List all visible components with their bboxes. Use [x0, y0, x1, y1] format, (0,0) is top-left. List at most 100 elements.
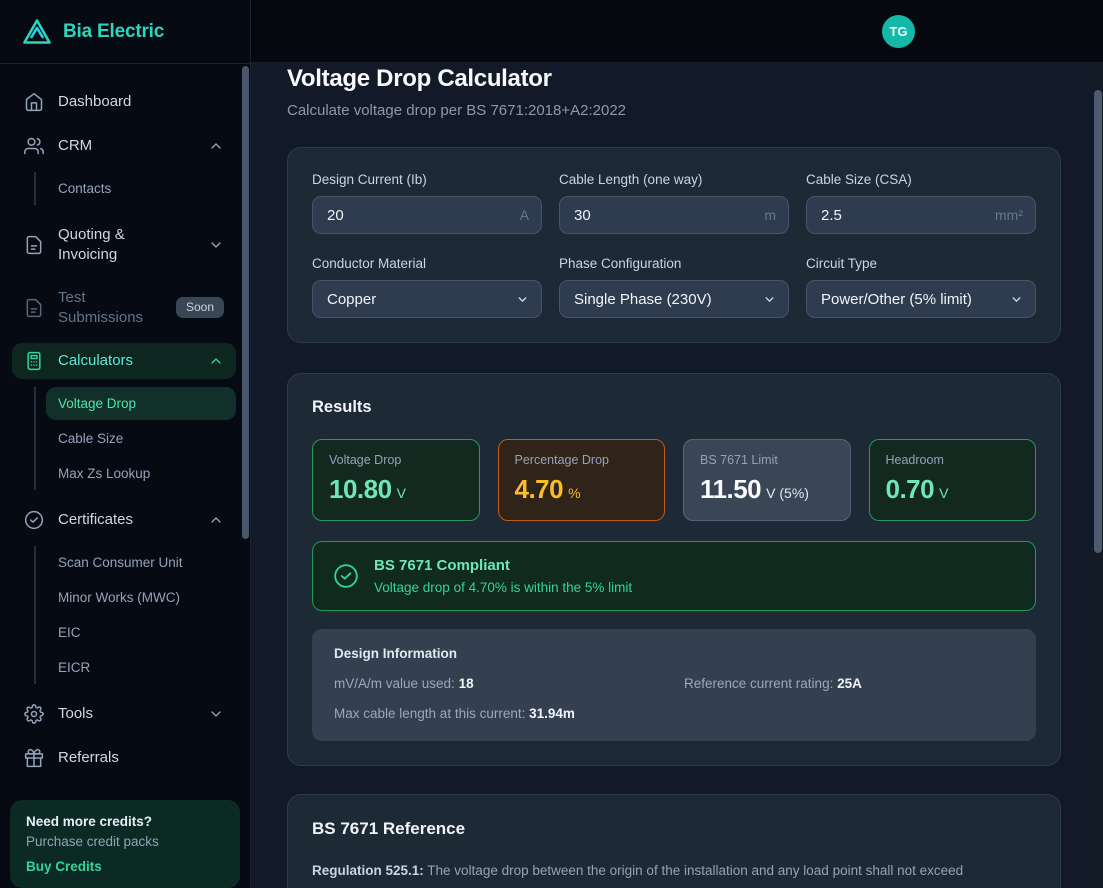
cable-size-input[interactable] [806, 196, 1036, 234]
stat-label: Percentage Drop [514, 453, 610, 467]
calculator-icon [24, 351, 44, 371]
buy-credits-link[interactable]: Buy Credits [26, 859, 102, 874]
compliance-banner: BS 7671 Compliant Voltage drop of 4.70% … [312, 541, 1036, 611]
regulation-label: Regulation 525.1: [312, 863, 424, 878]
chevron-up-icon [208, 512, 224, 528]
sidebar-item-certificates[interactable]: Certificates [12, 502, 236, 538]
document-icon [24, 298, 44, 318]
design-info-row: Max cable length at this current: 31.94m [334, 706, 575, 721]
calculators-subnav: Voltage Drop Cable Size Max Zs Lookup [34, 387, 236, 490]
sidebar-item-max-zs-lookup[interactable]: Max Zs Lookup [58, 466, 151, 481]
reference-title: BS 7671 Reference [312, 819, 466, 838]
chevron-down-icon [516, 293, 529, 306]
design-info-title: Design Information [334, 646, 458, 661]
bs7671-reference-card: BS 7671 Reference Regulation 525.1: The … [287, 794, 1061, 888]
sidebar-item-voltage-drop[interactable]: Voltage Drop [46, 387, 236, 420]
stat-value: 4.70 [514, 474, 564, 504]
chevron-down-icon [208, 237, 224, 253]
design-info-row: Reference current rating: 25A [684, 676, 862, 691]
cable-size-field-group: Cable Size (CSA) mm² [806, 172, 1036, 234]
stat-unit: V (5%) [766, 485, 809, 501]
phase-configuration-select[interactable]: Single Phase (230V) [559, 280, 789, 318]
design-info-value: 31.94m [529, 706, 575, 721]
sidebar-item-tools[interactable]: Tools [12, 696, 236, 732]
sidebar-item-dashboard[interactable]: Dashboard [12, 84, 236, 120]
soon-badge: Soon [175, 296, 224, 319]
cable-length-field-group: Cable Length (one way) m [559, 172, 789, 234]
results-card: Results Voltage Drop 10.80 V Percentage … [287, 373, 1061, 766]
crm-subnav: Contacts [34, 172, 236, 205]
sidebar-item-eic[interactable]: EIC [58, 625, 81, 640]
sidebar-nav: Dashboard CRM Contacts Quoting & Invoici… [0, 64, 250, 794]
phase-configuration-value: Single Phase (230V) [574, 290, 712, 308]
stat-unit: % [568, 485, 581, 501]
stat-value: 10.80 [329, 474, 392, 504]
sidebar-item-label: Test Submissions [58, 289, 144, 326]
check-circle-icon [333, 563, 359, 589]
compliance-title: BS 7671 Compliant [374, 557, 510, 574]
reference-text: Regulation 525.1: The voltage drop betwe… [312, 861, 1036, 882]
main-scrollbar-track[interactable] [1093, 62, 1103, 888]
gear-icon [24, 704, 44, 724]
page-subtitle: Calculate voltage drop per BS 7671:2018+… [287, 102, 627, 119]
stat-unit: V [396, 485, 406, 501]
sidebar-item-contacts[interactable]: Contacts [58, 181, 112, 196]
conductor-material-value: Copper [327, 290, 377, 308]
phase-configuration-field-group: Phase Configuration Single Phase (230V) [559, 256, 789, 318]
design-current-input[interactable] [312, 196, 542, 234]
certificates-subnav: Scan Consumer Unit Minor Works (MWC) EIC… [34, 546, 236, 684]
chevron-up-icon [208, 353, 224, 369]
design-current-field-group: Design Current (Ib) A [312, 172, 542, 234]
document-icon [24, 235, 44, 255]
circuit-type-select[interactable]: Power/Other (5% limit) [806, 280, 1036, 318]
stat-bs7671-limit: BS 7671 Limit 11.50 V (5%) [683, 439, 851, 521]
cable-size-label: Cable Size (CSA) [806, 172, 912, 187]
home-icon [24, 92, 44, 112]
sidebar-item-calculators[interactable]: Calculators [12, 343, 236, 379]
compliance-message: Voltage drop of 4.70% is within the 5% l… [374, 580, 633, 595]
stat-label: Headroom [885, 453, 944, 467]
regulation-body: The voltage drop between the origin of t… [423, 863, 964, 878]
brand-logo-icon [22, 18, 52, 45]
sidebar-item-eicr[interactable]: EICR [58, 660, 91, 675]
sidebar-scrollbar-thumb[interactable] [242, 66, 249, 539]
sidebar-item-label: Tools [58, 705, 94, 723]
sidebar-item-referrals[interactable]: Referrals [12, 740, 236, 776]
results-stats: Voltage Drop 10.80 V Percentage Drop 4.7… [312, 439, 1036, 521]
check-circle-icon [24, 510, 44, 530]
sidebar-item-label: Dashboard [58, 93, 132, 111]
gift-icon [24, 748, 44, 768]
conductor-material-field-group: Conductor Material Copper [312, 256, 542, 318]
sidebar-item-quoting-invoicing[interactable]: Quoting & Invoicing [12, 217, 236, 272]
design-info-panel: Design Information mV/A/m value used: 18… [312, 629, 1036, 741]
chevron-up-icon [208, 138, 224, 154]
cable-length-input[interactable] [559, 196, 789, 234]
avatar[interactable]: TG [882, 14, 915, 48]
sidebar-item-crm[interactable]: CRM [12, 128, 236, 164]
circuit-type-field-group: Circuit Type Power/Other (5% limit) [806, 256, 1036, 318]
chevron-down-icon [208, 706, 224, 722]
brand-name: Bia Electric [63, 20, 165, 42]
circuit-type-label: Circuit Type [806, 256, 878, 271]
sidebar-item-minor-works[interactable]: Minor Works (MWC) [58, 590, 180, 605]
credits-box: Need more credits? Purchase credit packs… [10, 800, 240, 888]
sidebar-item-label: Calculators [58, 352, 134, 370]
main-scrollbar-thumb[interactable] [1094, 90, 1102, 553]
stat-label: BS 7671 Limit [700, 453, 778, 467]
stat-voltage-drop: Voltage Drop 10.80 V [312, 439, 480, 521]
brand[interactable]: Bia Electric [0, 0, 250, 64]
chevron-down-icon [763, 293, 776, 306]
page-title: Voltage Drop Calculator [287, 65, 552, 92]
page-content: Voltage Drop Calculator Calculate voltag… [251, 62, 1103, 888]
users-icon [24, 136, 44, 156]
phase-configuration-label: Phase Configuration [559, 256, 682, 271]
account-section-label: ACCOUNT [12, 784, 236, 794]
sidebar-item-cable-size[interactable]: Cable Size [58, 431, 124, 446]
sidebar-item-label: CRM [58, 137, 93, 155]
sidebar-item-scan-consumer-unit[interactable]: Scan Consumer Unit [58, 555, 183, 570]
sidebar-item-test-submissions[interactable]: Test Submissions Soon [12, 280, 236, 335]
stat-headroom: Headroom 0.70 V [868, 439, 1036, 521]
calculator-form-card: Design Current (Ib) A Cable Length (one … [287, 147, 1061, 343]
sidebar-item-label: Quoting & Invoicing [58, 226, 125, 263]
conductor-material-select[interactable]: Copper [312, 280, 542, 318]
